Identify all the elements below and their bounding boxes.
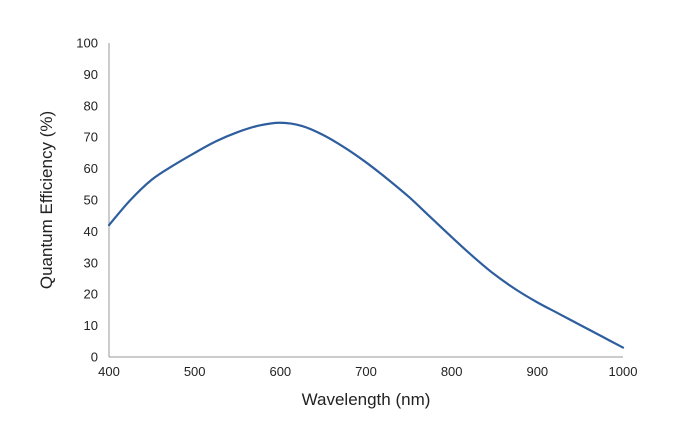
x-tick-label: 600	[269, 364, 291, 379]
y-tick-label: 40	[84, 224, 98, 239]
axes	[108, 43, 623, 358]
y-tick-label: 90	[84, 67, 98, 82]
y-tick-label: 30	[84, 255, 98, 270]
y-tick-label: 10	[84, 318, 98, 333]
y-tick-label: 50	[84, 193, 98, 208]
x-axis-label: Wavelength (nm)	[302, 390, 431, 409]
x-tick-label: 700	[355, 364, 377, 379]
series-layer	[107, 121, 625, 349]
y-tick-label: 60	[84, 161, 98, 176]
tick-labels: 0 10 20 30 40 50 60 70 80 90 100 400 500 600 700 800 900…	[76, 36, 637, 380]
x-tick-label: 500	[184, 364, 206, 379]
y-tick-label: 70	[84, 130, 98, 145]
y-tick-label: 20	[84, 287, 98, 302]
y-tick-label: 0	[91, 350, 98, 365]
y-tick-label: 100	[76, 36, 98, 51]
x-tick-label: 400	[98, 364, 120, 379]
x-tick-label: 900	[526, 364, 548, 379]
x-tick-label: 800	[441, 364, 463, 379]
y-tick-label: 80	[84, 98, 98, 113]
qe-series-line	[107, 121, 625, 349]
x-tick-label: 1000	[609, 364, 638, 379]
y-axis-label: Quantum Efficiency (%)	[37, 111, 56, 289]
